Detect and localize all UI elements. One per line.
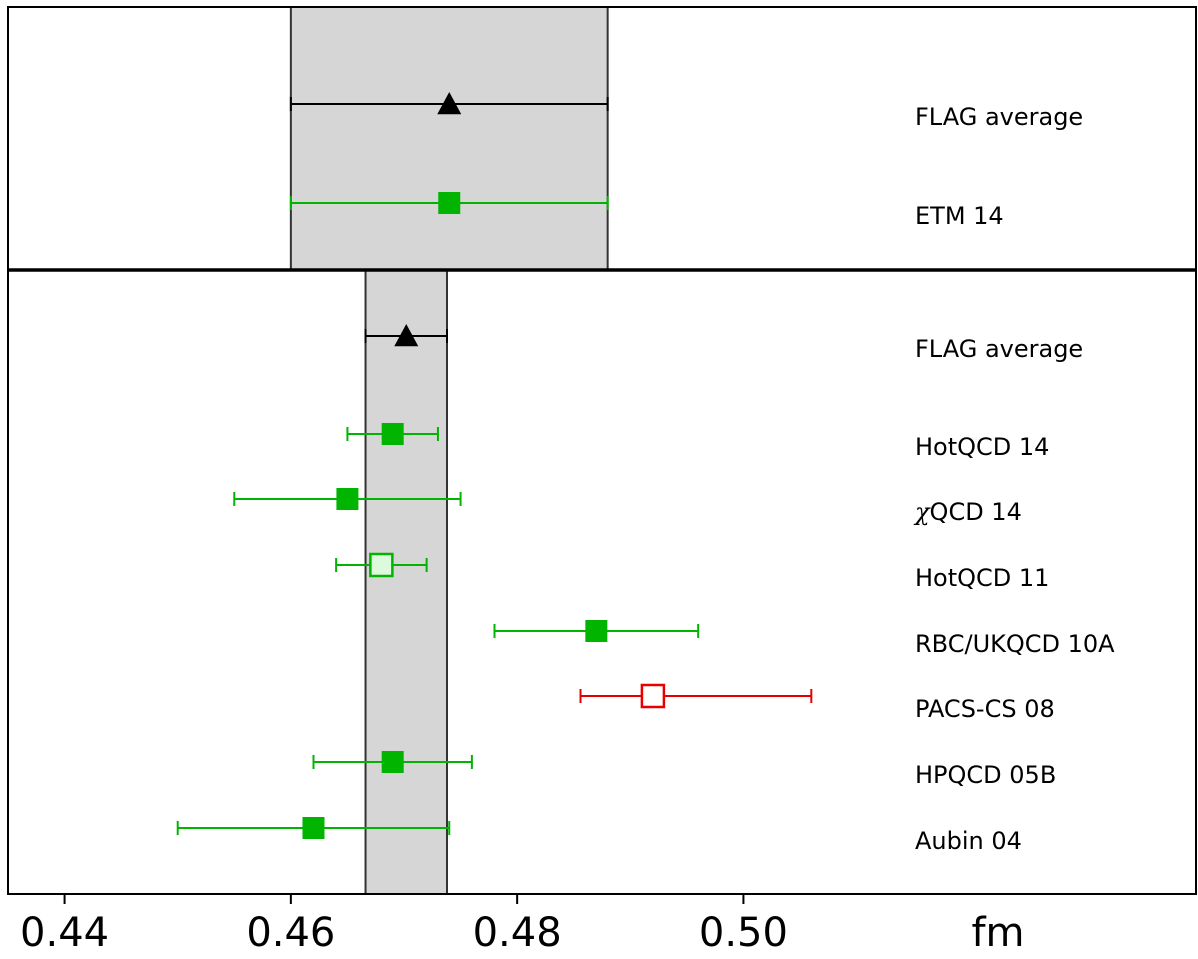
square-marker: [381, 751, 404, 773]
x-tick-label: 0.44: [20, 910, 109, 956]
square-marker: [381, 423, 404, 445]
point-label: PACS-CS 08: [915, 695, 1055, 723]
square-marker: [640, 683, 666, 709]
x-tick-label: 0.48: [473, 910, 562, 956]
x-tick-label: 0.50: [699, 910, 788, 956]
point-label: χQCD 14: [913, 498, 1022, 526]
x-axis-label: fm: [971, 910, 1024, 956]
point-label: ETM 14: [915, 202, 1004, 230]
point-label: Aubin 04: [915, 827, 1022, 855]
point-label: RBC/UKQCD 10A: [915, 630, 1115, 658]
square-marker: [302, 817, 325, 839]
plot-frame: [7, 6, 1197, 895]
square-marker: [438, 192, 461, 214]
point-label: FLAG average: [915, 335, 1083, 363]
data-point: [289, 192, 609, 214]
average-band-0: [289, 6, 609, 271]
data-point: [289, 92, 609, 115]
data-point: [176, 817, 451, 839]
square-marker: [369, 552, 394, 578]
square-marker: [585, 620, 608, 642]
point-label: HPQCD 05B: [915, 761, 1056, 789]
data-point: [364, 324, 448, 347]
data-point: [233, 488, 462, 510]
data-point: [335, 552, 428, 578]
data-point: [346, 423, 439, 445]
data-point: [312, 751, 473, 773]
triangle-marker: [394, 324, 419, 347]
data-point: [493, 620, 700, 642]
triangle-marker: [437, 92, 462, 115]
data-point: [579, 683, 813, 709]
square-marker: [336, 488, 359, 510]
point-label: FLAG average: [915, 103, 1083, 131]
point-label: HotQCD 11: [915, 564, 1049, 592]
x-tick-label: 0.46: [246, 910, 335, 956]
average-band-1: [364, 269, 448, 895]
point-label: HotQCD 14: [915, 433, 1049, 461]
